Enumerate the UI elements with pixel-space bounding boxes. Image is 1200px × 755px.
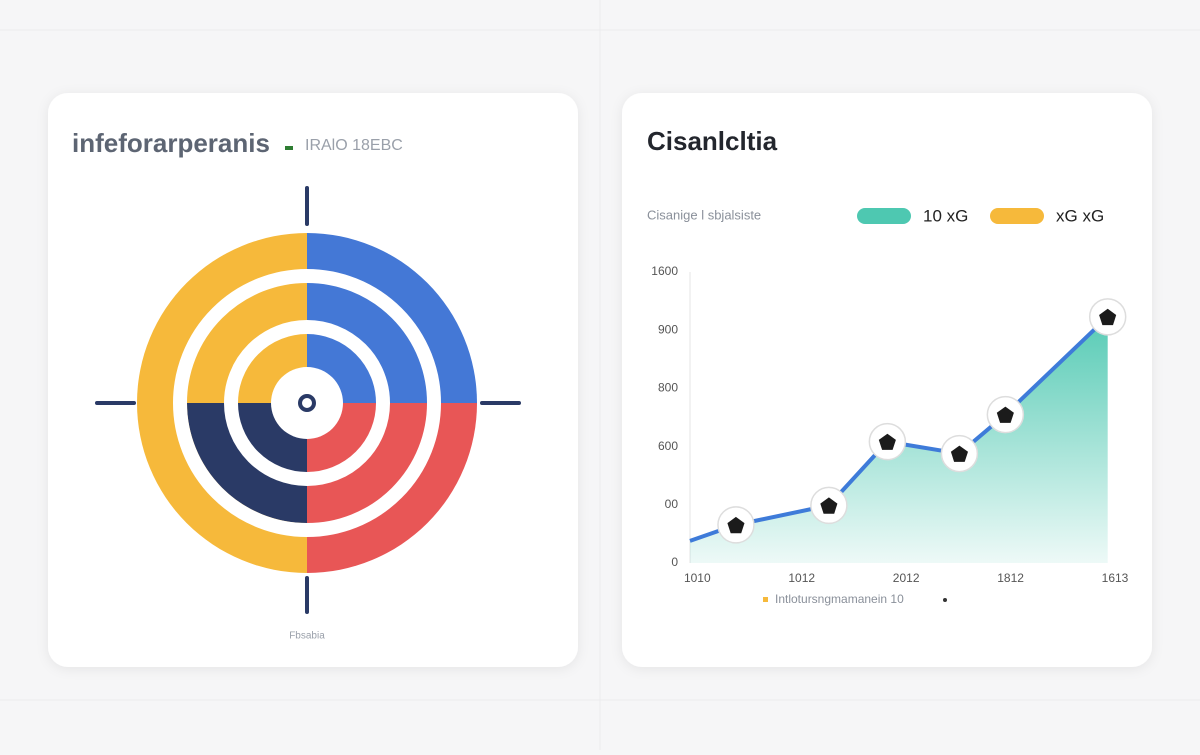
x-tick-label: 2012 [893, 571, 920, 585]
panel-subtitle: IRAlO 18EBC [305, 137, 403, 154]
ball-pattern [1099, 308, 1117, 326]
y-tick-label: 1600 [651, 264, 678, 278]
note-marker [763, 597, 768, 602]
chart-title: Cisanlcltia [647, 126, 778, 156]
legend-swatch [990, 208, 1044, 224]
x-tick-label: 1812 [997, 571, 1024, 585]
panel-title: infeforarperanis [72, 128, 270, 158]
y-tick-label: 00 [665, 497, 679, 511]
ball-pattern [878, 433, 896, 450]
y-tick-label: 600 [658, 439, 678, 453]
chart-note: Intlotursngmamanein 10 [775, 592, 904, 606]
legend-label: 10 xG [923, 206, 968, 225]
x-tick-label: 1012 [788, 571, 815, 585]
y-tick-label: 800 [658, 381, 678, 395]
y-axis-label: Cisanige l sbjalsiste [647, 207, 761, 222]
ball-pattern [950, 445, 968, 462]
legend-swatch [857, 208, 911, 224]
ball-pattern [996, 406, 1014, 423]
ball-pattern [820, 497, 838, 514]
x-tick-label: 1010 [684, 571, 711, 585]
y-tick-label: 0 [671, 555, 678, 569]
x-tick-label: 1613 [1102, 571, 1129, 585]
note-dot [943, 598, 947, 602]
panel-footer: Fbsabia [289, 631, 325, 642]
target [95, 186, 521, 614]
ball-pattern [727, 516, 745, 534]
legend-label: xG xG [1056, 206, 1104, 225]
y-tick-label: 900 [658, 322, 678, 336]
area [690, 316, 1108, 563]
legend-dash [285, 146, 293, 150]
